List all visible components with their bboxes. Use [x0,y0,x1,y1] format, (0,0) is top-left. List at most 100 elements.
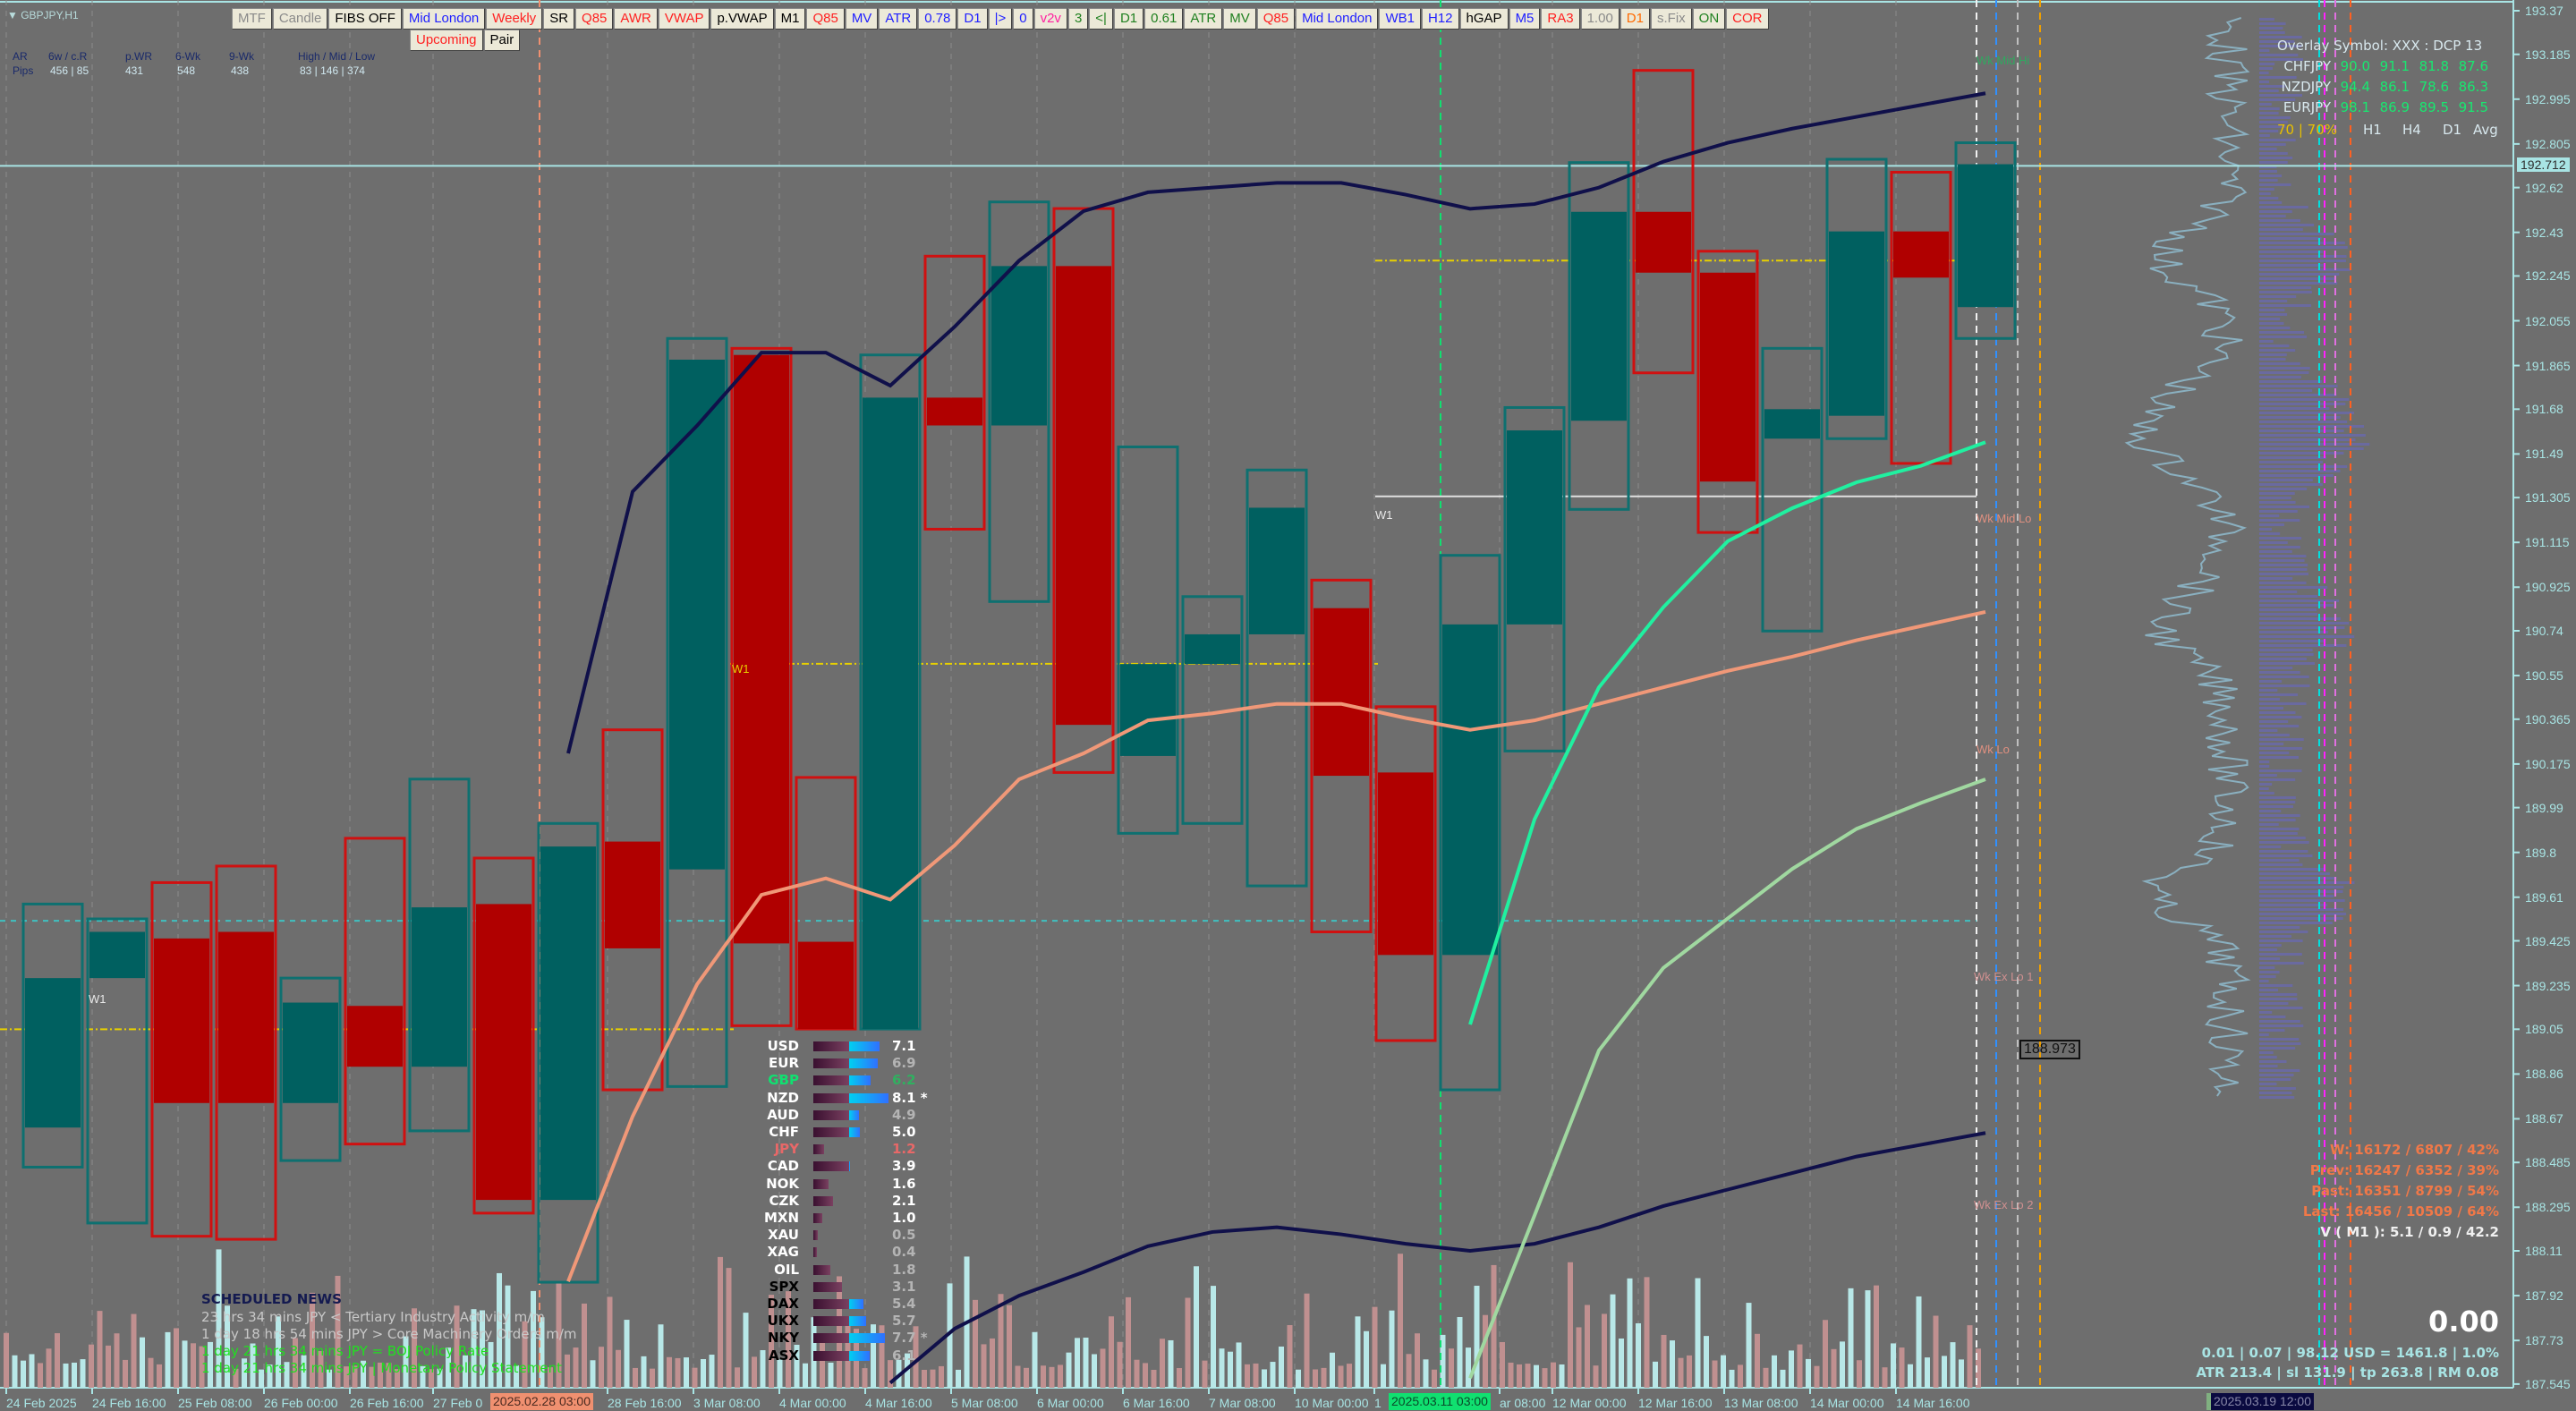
toolbar-button--[interactable]: |> [988,8,1013,30]
toolbar-button-q85[interactable]: Q85 [806,8,845,30]
time-tick-label: ar 08:00 [1500,1396,1546,1410]
volume-bar [981,1344,987,1388]
toolbar-button-1-00[interactable]: 1.00 [1580,8,1620,30]
volume-bar [259,1369,264,1388]
candle-body-bear [1636,211,1691,273]
volume-bar [1432,1369,1437,1388]
volume-profile-bar [2259,537,2302,540]
volume-profile-bar [2259,304,2311,307]
level-wk-mid-hi: Wk Mid Hi [1977,54,2030,67]
toolbar-button-3[interactable]: 3 [1067,8,1089,30]
price-tag[interactable]: 188.973 [2019,1040,2080,1059]
candle-range-box [730,346,793,1027]
volume-bar [1551,1362,1556,1388]
volume-profile-bar [2259,805,2293,808]
strength-bar-base [813,1350,849,1361]
toolbar-button--[interactable]: <| [1089,8,1113,30]
toolbar-button-p-vwap[interactable]: p.VWAP [710,8,774,30]
candle-range-box [1310,578,1373,933]
toolbar-button-d1[interactable]: D1 [1620,8,1650,30]
volume-bar [1007,1305,1012,1388]
toolbar-button-0-78[interactable]: 0.78 [918,8,957,30]
toolbar-button-0[interactable]: 0 [1013,8,1033,30]
volume-profile-bar [2259,872,2330,875]
currency-label: CHF [769,1124,799,1140]
toolbar-button-s-fix[interactable]: s.Fix [1650,8,1692,30]
toolbar-button-on[interactable]: ON [1692,8,1726,30]
volume-bar [667,1356,672,1388]
toolbar-button-q85[interactable]: Q85 [575,8,614,30]
future-time-marker: 2025.03.19 12:00 [2206,1393,2314,1410]
toolbar-button-candle[interactable]: Candle [272,8,328,30]
volume-profile-bar [2259,443,2370,446]
toolbar-button-ra3[interactable]: RA3 [1541,8,1580,30]
toolbar-button-q85[interactable]: Q85 [1256,8,1296,30]
toolbar-button-wb1[interactable]: WB1 [1379,8,1421,30]
toolbar-button-mtf[interactable]: MTF [232,8,272,30]
volume-bar [1262,1369,1267,1388]
toolbar-button-mv[interactable]: MV [845,8,879,30]
toolbar-button-h12[interactable]: H12 [1422,8,1459,30]
volume-profile-bar [2259,1016,2286,1018]
volume-bar [650,1368,655,1388]
toolbar-button-pair[interactable]: Pair [483,30,521,51]
price-tick-label: 190.74 [2525,624,2563,638]
toolbar-button-mid-london[interactable]: Mid London [1296,8,1379,30]
volume-bar [1321,1367,1327,1388]
toolbar-button-atr[interactable]: ATR [879,8,918,30]
toolbar-button-mv[interactable]: MV [1223,8,1256,30]
toolbar-button-v2v[interactable]: v2v [1033,8,1067,30]
volume-profile-bar [2259,483,2323,486]
toolbar-button-weekly[interactable]: Weekly [486,8,543,30]
volume-profile-bar [2259,989,2278,991]
volume-profile-bar [2259,161,2288,164]
toolbar-button-0-61[interactable]: 0.61 [1144,8,1184,30]
volume-bar [1177,1368,1182,1388]
toolbar-button-d1[interactable]: D1 [957,8,988,30]
volume-profile-bar [2259,752,2290,754]
volume-profile-bar [2259,385,2338,387]
volume-bar [301,1355,307,1388]
toolbar-button-sr[interactable]: SR [543,8,575,30]
strength-value: 4.9 [892,1106,916,1123]
volume-bar [1474,1286,1480,1388]
candle-body-bear [476,904,531,1201]
toolbar-button-m1[interactable]: M1 [774,8,806,30]
currency-label: NOK [766,1175,799,1192]
price-tick-label: 187.73 [2525,1333,2563,1348]
toolbar-button-atr[interactable]: ATR [1184,8,1223,30]
volume-profile-bar [2259,389,2313,392]
volume-bar [1202,1360,1208,1388]
time-tick-label: 7 Mar 08:00 [1209,1396,1276,1410]
toolbar-button-awr[interactable]: AWR [614,8,658,30]
volume-profile-bar [2259,27,2283,30]
volume-bar [786,1291,791,1388]
toolbar-button-fibs-off[interactable]: FIBS OFF [328,8,402,30]
currency-label: EUR [769,1055,799,1072]
volume-profile-bar [2259,1060,2287,1063]
volume-bar [1933,1315,1939,1388]
toolbar-button-hgap[interactable]: hGAP [1459,8,1509,30]
toolbar-button-upcoming[interactable]: Upcoming [410,30,483,51]
volume-bar [1194,1266,1199,1388]
toolbar-button-vwap[interactable]: VWAP [658,8,710,30]
volume-bar [1678,1357,1684,1388]
volume-profile-bar [2259,613,2318,616]
toolbar-button-mid-london[interactable]: Mid London [402,8,486,30]
volume-profile-bar [2259,380,2323,383]
toolbar-button-cor[interactable]: COR [1726,8,1769,30]
candle-range-box [666,336,728,1088]
volume-profile-bar [2259,975,2276,978]
volume-profile-bar [2259,653,2314,656]
toolbar-button-d1[interactable]: D1 [1113,8,1144,30]
currency-label: XAU [768,1227,799,1244]
candle-body-bull [25,978,81,1128]
volume-bar [582,1303,587,1388]
volume-bar [318,1350,324,1388]
volume-bar [539,1317,545,1388]
volume-profile-bar [2259,1033,2269,1036]
volume-profile-outline [2124,17,2251,1097]
toolbar-button-m5[interactable]: M5 [1509,8,1541,30]
candle-body-bull [1958,164,2013,308]
